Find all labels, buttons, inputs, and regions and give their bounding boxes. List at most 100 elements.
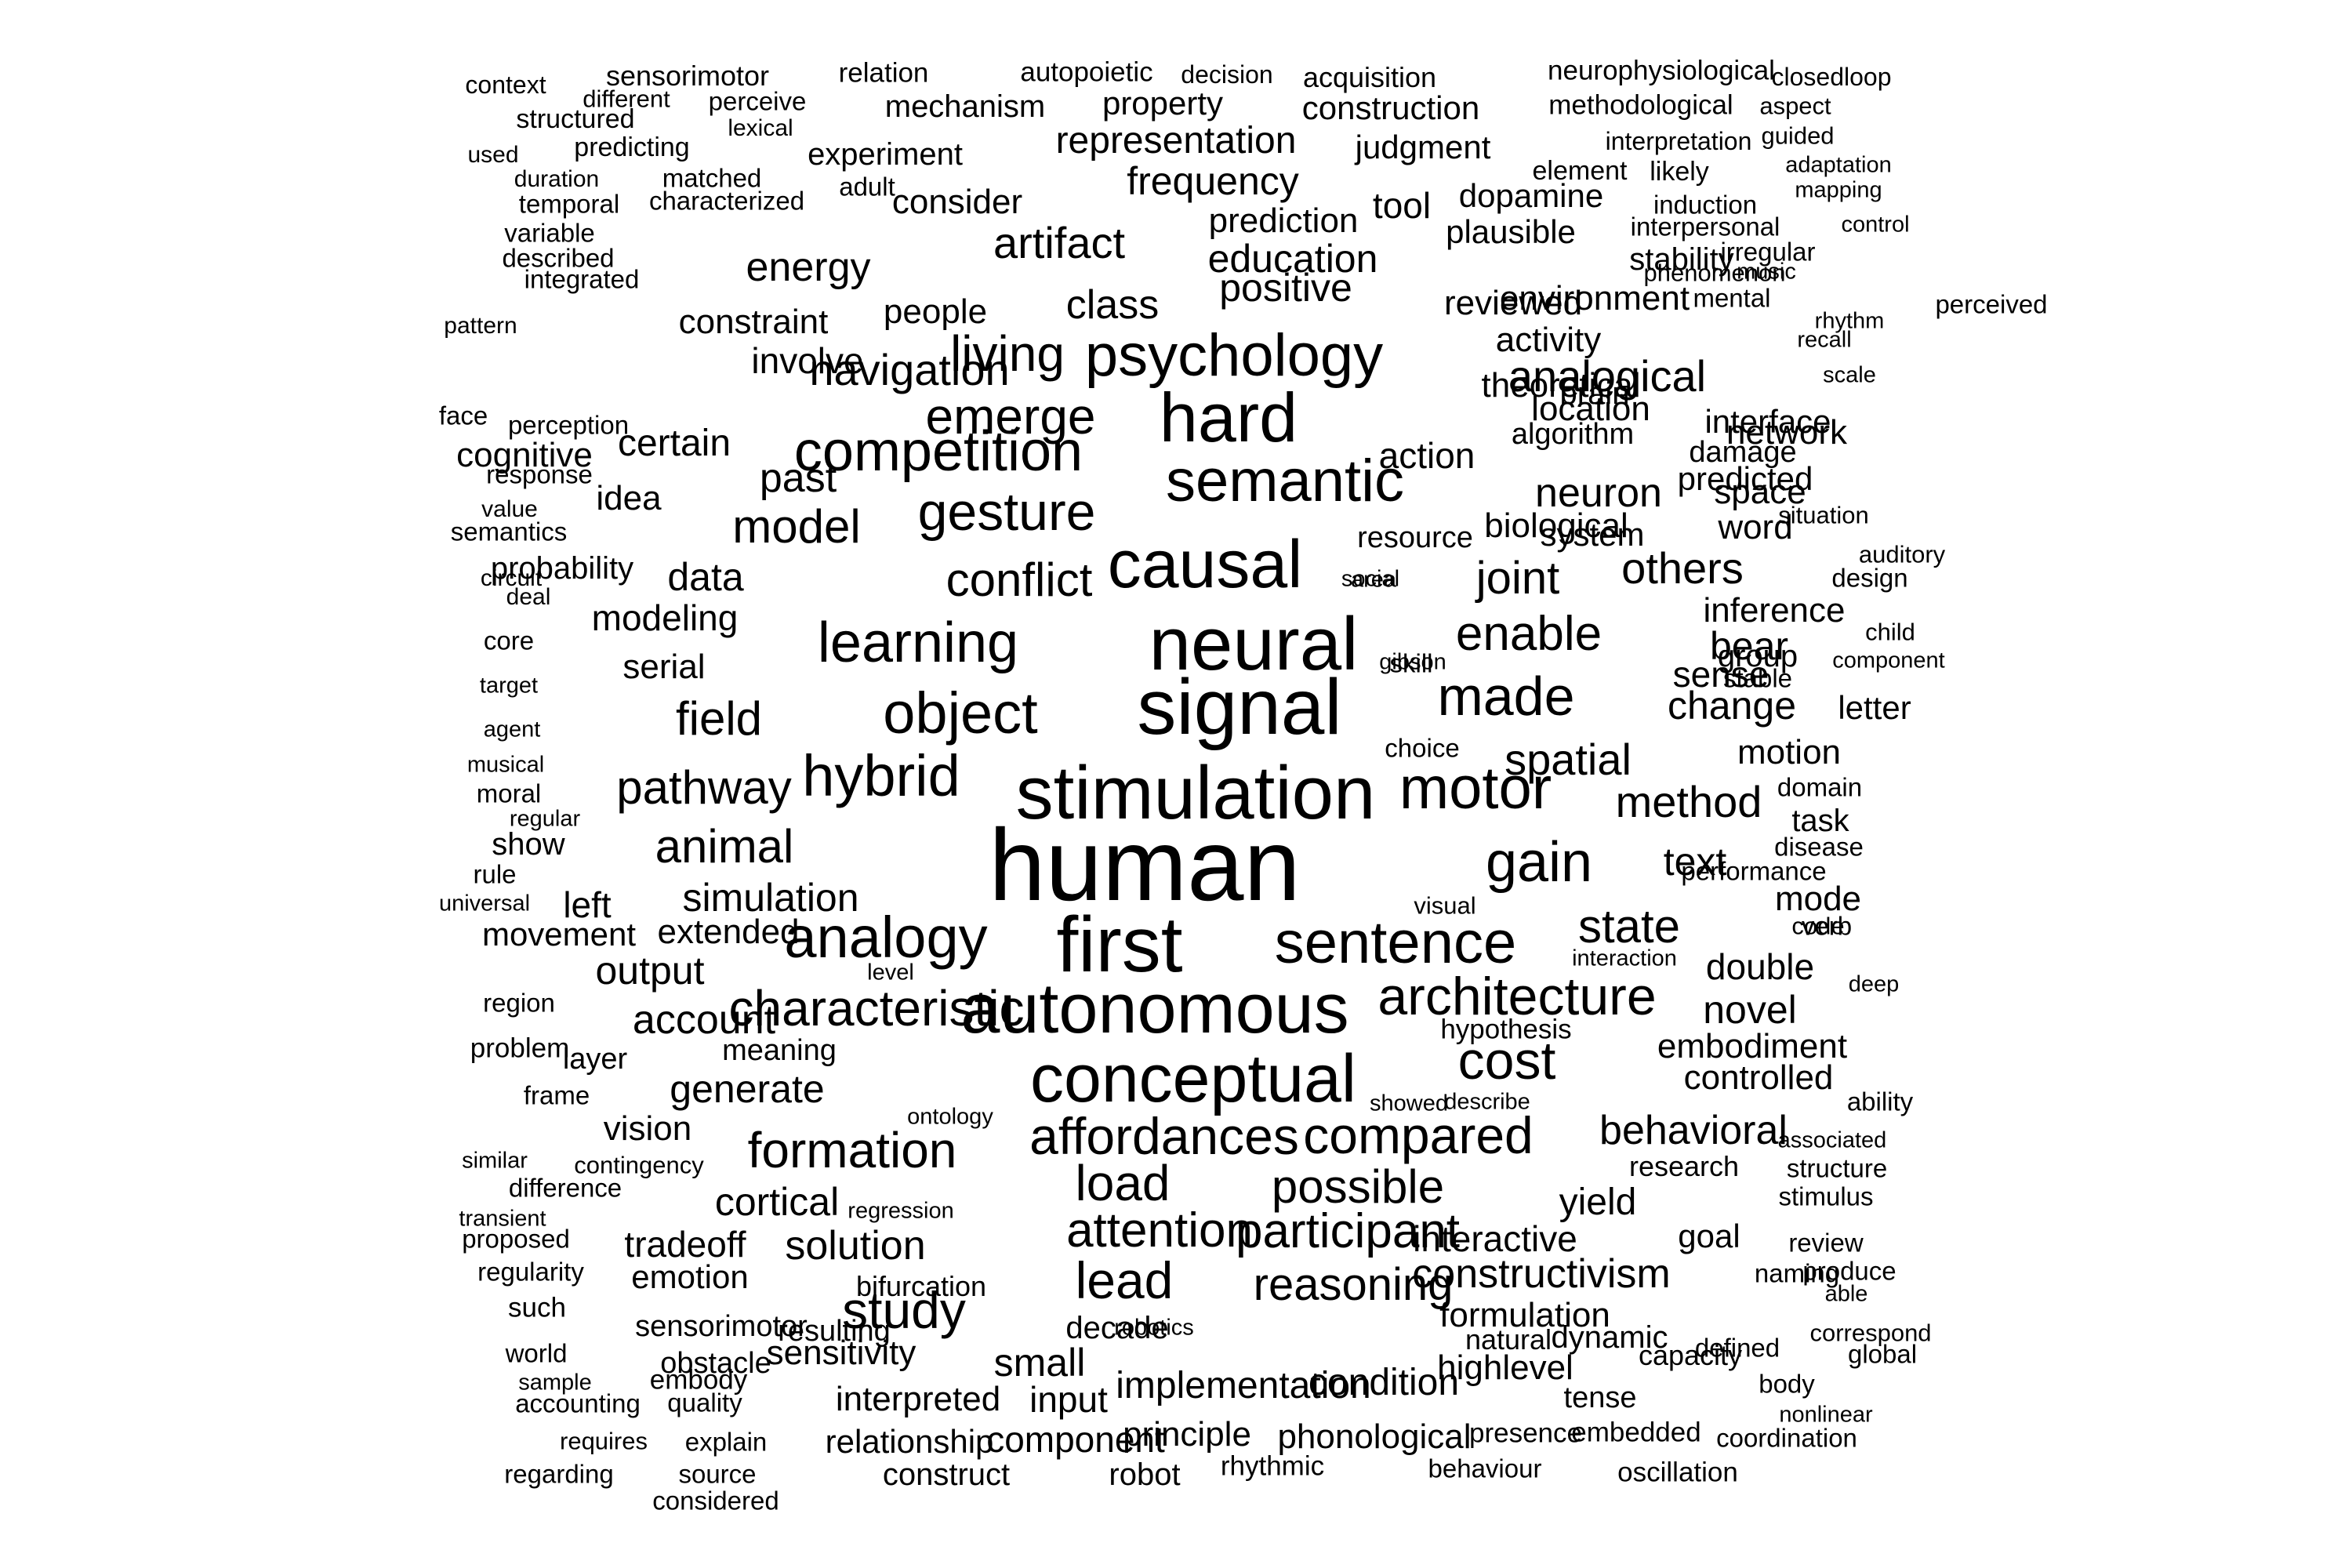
word-cloud-word: idea [596, 479, 662, 517]
word-cloud-word: resource [1357, 521, 1473, 554]
word-cloud-word: motion [1737, 733, 1842, 771]
word-cloud-word: accounting [515, 1388, 641, 1418]
word-cloud-word: account [632, 997, 776, 1043]
word-cloud-word: mental [1693, 283, 1771, 313]
word-cloud-word: location [1531, 390, 1650, 428]
word-cloud-word: body [1759, 1369, 1815, 1399]
word-cloud-word: signal [1137, 663, 1342, 751]
word-cloud-word: biological [1484, 506, 1628, 545]
word-cloud-word: meaning [722, 1034, 837, 1067]
word-cloud-word: input [1029, 1379, 1108, 1420]
word-cloud-word: structure [1786, 1153, 1888, 1183]
word-cloud-word: architecture [1377, 967, 1657, 1026]
word-cloud-word: quality [667, 1388, 742, 1417]
word-cloud-word: embody [649, 1364, 748, 1396]
word-cloud-word: perception [507, 410, 630, 440]
word-cloud-word: conflict [946, 554, 1093, 606]
word-cloud-word: interpersonal [1630, 212, 1780, 241]
word-cloud-word: modeling [591, 597, 739, 638]
word-cloud-word: source [678, 1459, 757, 1489]
word-cloud-word: judgment [1355, 129, 1491, 165]
word-cloud-word: element [1532, 156, 1628, 186]
word-cloud-word: disease [1774, 832, 1864, 862]
word-cloud-word: movement [481, 916, 637, 953]
word-cloud-word: neurophysiological [1548, 55, 1775, 86]
word-cloud-word: study [842, 1281, 966, 1339]
word-cloud-word: change [1667, 684, 1797, 728]
word-cloud-word: joint [1475, 553, 1560, 604]
word-cloud-word: adult [839, 172, 895, 201]
word-cloud-word: mode [1774, 880, 1862, 918]
word-cloud-word: model [732, 500, 861, 553]
word-cloud-word: attention [1066, 1203, 1253, 1258]
word-cloud-word: proposed [462, 1224, 570, 1254]
word-cloud-word: brain [1559, 376, 1630, 411]
word-cloud-word: code [1791, 912, 1845, 940]
word-cloud-word: probability [490, 551, 634, 586]
word-cloud-word: competition [793, 420, 1083, 483]
word-cloud-word: stimulation [1015, 751, 1376, 835]
word-cloud-word: hybrid [802, 743, 960, 808]
word-cloud-word: group [1717, 639, 1798, 673]
word-cloud-word: world [505, 1338, 568, 1368]
word-cloud-word: formulation [1439, 1296, 1610, 1334]
word-cloud-word: duration [514, 166, 600, 192]
word-cloud-word: phonological [1277, 1417, 1472, 1456]
word-cloud-word: interaction [1572, 946, 1677, 971]
word-cloud-word: robot [1109, 1457, 1181, 1492]
word-cloud-word: activity [1495, 321, 1602, 359]
word-cloud-word: others [1621, 543, 1744, 593]
word-cloud-word: characteristic [728, 980, 1025, 1036]
word-cloud-word: inference [1703, 591, 1846, 630]
word-cloud-word: motor [1399, 755, 1552, 822]
word-cloud-word: mechanism [884, 89, 1046, 124]
word-cloud-word: class [1065, 282, 1160, 328]
word-cloud-word: auditory [1858, 540, 1946, 568]
word-cloud-word: extended [657, 913, 800, 951]
word-cloud-word: decision [1181, 60, 1273, 89]
word-cloud-word: explain [684, 1427, 768, 1457]
word-cloud-word: robotics [1114, 1315, 1194, 1341]
word-cloud-word: serial [622, 648, 706, 686]
word-cloud-word: visual [1414, 891, 1476, 920]
word-cloud-word: property [1102, 85, 1224, 122]
word-cloud-word: agent [483, 717, 541, 742]
word-cloud-word: predicting [574, 132, 690, 162]
word-cloud-word: regularity [477, 1257, 584, 1287]
word-cloud-word: participant [1235, 1204, 1461, 1258]
word-cloud-word: principle [1123, 1415, 1251, 1454]
word-cloud-word: defined [1694, 1333, 1780, 1363]
word-cloud-word: consider [891, 183, 1023, 221]
word-cloud-word: perceive [708, 86, 807, 116]
word-cloud-word: network [1726, 413, 1848, 452]
word-cloud-word: gain [1485, 831, 1593, 894]
word-cloud-word: implementation [1116, 1365, 1371, 1406]
word-cloud-word: dynamic [1551, 1320, 1668, 1355]
word-cloud-word: oscillation [1617, 1457, 1738, 1488]
word-cloud-word: lead [1075, 1251, 1174, 1309]
word-cloud-word: reasoning [1253, 1259, 1454, 1310]
word-cloud-word: such [508, 1292, 566, 1323]
word-cloud-word: embodiment [1657, 1027, 1848, 1065]
word-cloud-word: sensorimotor [635, 1310, 808, 1343]
word-cloud-word: made [1437, 666, 1575, 727]
word-cloud-word: capacity [1638, 1339, 1743, 1371]
word-cloud-word: naming [1754, 1258, 1840, 1288]
word-cloud-word: circuit [480, 565, 543, 591]
word-cloud-word: characterized [648, 186, 805, 216]
word-cloud-word: bear [1709, 624, 1789, 668]
word-cloud-word: goal [1678, 1218, 1740, 1254]
word-cloud-word: sensitivity [766, 1334, 916, 1372]
word-cloud-word: psychology [1084, 322, 1384, 389]
word-cloud-word: rhythmic [1220, 1450, 1325, 1482]
word-cloud-word: considered [652, 1486, 779, 1515]
word-cloud-word: moral [476, 779, 542, 808]
word-cloud-word: animal [655, 820, 794, 873]
word-cloud-word: face [438, 401, 488, 430]
word-cloud-word: child [1865, 618, 1915, 646]
word-cloud-word: showed [1370, 1091, 1448, 1116]
word-cloud-word: involve [751, 340, 864, 381]
word-cloud-word: scale [1823, 362, 1876, 388]
word-cloud-word: deep [1848, 971, 1900, 997]
word-cloud-word: domain [1777, 772, 1863, 802]
